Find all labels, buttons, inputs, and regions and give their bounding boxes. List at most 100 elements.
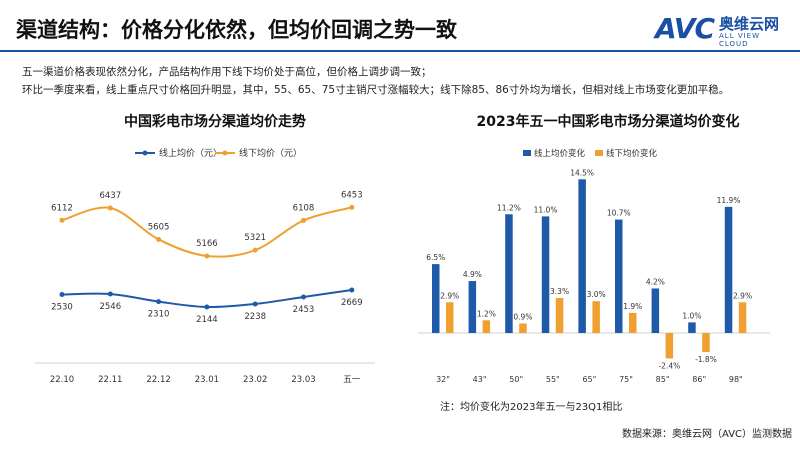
description-line-1: 五一渠道价格表现依然分化，产品结构作用下线下均价处于高位，但价格上调步调一致； <box>22 66 432 78</box>
bar-online-label-7: 1.0% <box>682 311 701 320</box>
bar-online-0 <box>432 264 440 333</box>
x-tick-label-5: 75" <box>619 375 633 384</box>
bar-offline-6 <box>665 333 674 359</box>
legend-offline-marker <box>222 150 228 156</box>
logo-en: ALL VIEW CLOUD <box>719 32 761 48</box>
point-online-3 <box>204 304 210 310</box>
logo-mark: AVC <box>655 12 715 45</box>
legend-offline-swatch <box>595 150 603 156</box>
bar-online-7 <box>688 322 696 333</box>
point-offline-5 <box>301 217 306 223</box>
point-online-5 <box>301 294 306 300</box>
legend-offline-label: 线下均价变化 <box>606 148 658 159</box>
label-offline-5: 6108 <box>293 203 315 213</box>
bar-offline-label-1: 1.2% <box>477 309 496 318</box>
legend-offline-label: 线下均价（元） <box>239 147 302 159</box>
point-online-4 <box>252 301 258 307</box>
x-tick-label-4: 65" <box>582 375 596 384</box>
legend-online-label: 线上均价（元） <box>159 147 222 159</box>
point-offline-6 <box>349 204 355 210</box>
bar-offline-3 <box>555 298 564 333</box>
label-online-6: 2669 <box>341 298 363 308</box>
label-offline-0: 6112 <box>51 203 73 213</box>
bar-online-8 <box>724 206 733 333</box>
bar-chart: 线上均价变化 线下均价变化 6.5% 2.9% 32" 4.9% 1.2% 43" 11.2% 0… <box>418 148 770 384</box>
label-offline-6: 6453 <box>341 190 363 200</box>
point-online-6 <box>349 287 355 293</box>
bar-online-label-4: 14.5% <box>570 168 594 177</box>
x-tick-label-6: 五一 <box>343 375 361 385</box>
line-chart-title: 中国彩电市场分渠道均价走势 <box>124 114 306 130</box>
bar-offline-1 <box>482 320 491 333</box>
bar-offline-label-8: 2.9% <box>733 291 752 300</box>
bar-offline-4 <box>592 301 600 333</box>
bar-online-label-0: 6.5% <box>426 253 445 262</box>
legend-online-label: 线上均价变化 <box>534 148 586 159</box>
legend-online-swatch <box>523 150 531 156</box>
point-offline-2 <box>156 236 162 242</box>
bar-online-label-6: 4.2% <box>646 277 665 286</box>
bar-offline-label-7: -1.8% <box>695 355 717 364</box>
point-offline-0 <box>59 217 65 223</box>
bar-offline-7 <box>702 333 710 353</box>
bar-offline-label-4: 3.0% <box>587 290 606 299</box>
point-offline-1 <box>107 205 113 211</box>
label-online-0: 2530 <box>51 303 73 313</box>
data-source: 数据来源：奥维云网（AVC）监测数据 <box>622 429 793 440</box>
label-online-2: 2310 <box>148 310 170 320</box>
x-tick-label-1: 22.11 <box>98 375 122 385</box>
point-online-0 <box>59 292 65 298</box>
bar-online-label-8: 11.9% <box>717 196 741 205</box>
chart-note: 注：均价变化为2023年五一与23Q1相比 <box>440 402 623 413</box>
bar-online-6 <box>651 288 660 333</box>
line-chart: 线上均价（元） 线下均价（元） 6112 6437 5605 5166 5321 6108 64… <box>35 147 375 385</box>
x-tick-label-1: 43" <box>473 375 487 384</box>
x-tick-label-3: 55" <box>546 375 560 384</box>
x-tick-label-7: 86" <box>692 375 706 384</box>
bar-offline-8 <box>738 302 747 333</box>
x-tick-label-3: 23.01 <box>195 375 219 385</box>
bar-online-3 <box>541 216 550 333</box>
x-tick-label-8: 98" <box>729 375 743 384</box>
label-online-1: 2546 <box>99 302 121 312</box>
x-tick-label-0: 22.10 <box>50 375 74 385</box>
bar-online-label-2: 11.2% <box>497 203 521 212</box>
bar-offline-0 <box>446 302 454 333</box>
x-tick-label-0: 32" <box>436 375 450 384</box>
x-tick-label-6: 85" <box>656 375 670 384</box>
x-tick-label-2: 50" <box>509 375 523 384</box>
bar-online-5 <box>615 219 623 333</box>
label-online-4: 2238 <box>244 312 266 322</box>
avc-logo: AVC 奥维云网 ALL VIEW CLOUD <box>655 12 790 48</box>
label-online-5: 2453 <box>293 305 315 315</box>
label-offline-2: 5605 <box>148 222 170 232</box>
bar-online-2 <box>505 214 513 333</box>
page-title: 渠道结构：价格分化依然，但均价回调之势一致 <box>16 18 457 42</box>
series-line-offline <box>61 206 353 258</box>
bar-online-label-5: 10.7% <box>607 209 631 218</box>
description-line-2: 环比一季度来看，线上重点尺寸价格回升明显，其中，55、65、75寸主销尺寸涨幅较… <box>22 84 730 96</box>
label-offline-1: 6437 <box>99 191 121 201</box>
point-offline-4 <box>252 247 258 253</box>
bar-offline-label-2: 0.9% <box>513 312 532 321</box>
point-online-1 <box>107 291 113 297</box>
bar-online-1 <box>468 281 477 333</box>
x-tick-label-4: 23.02 <box>243 375 267 385</box>
bar-online-4 <box>578 179 586 333</box>
x-tick-label-2: 22.12 <box>146 375 170 385</box>
point-online-2 <box>156 299 162 305</box>
bar-offline-label-3: 3.3% <box>550 287 569 296</box>
label-offline-4: 5321 <box>244 233 266 243</box>
bar-chart-title: 2023年五一中国彩电市场分渠道均价变化 <box>476 114 740 130</box>
label-online-3: 2144 <box>196 315 218 325</box>
label-offline-3: 5166 <box>196 239 218 249</box>
legend-online-marker <box>142 150 148 156</box>
x-tick-label-5: 23.03 <box>291 375 315 385</box>
point-offline-3 <box>204 253 210 259</box>
bar-offline-5 <box>629 312 637 333</box>
bar-offline-label-6: -2.4% <box>658 361 680 370</box>
bar-online-label-1: 4.9% <box>463 270 482 279</box>
bar-offline-label-5: 1.9% <box>623 302 642 311</box>
logo-cn: 奥维云网 <box>719 15 780 33</box>
bar-offline-label-0: 2.9% <box>440 291 459 300</box>
